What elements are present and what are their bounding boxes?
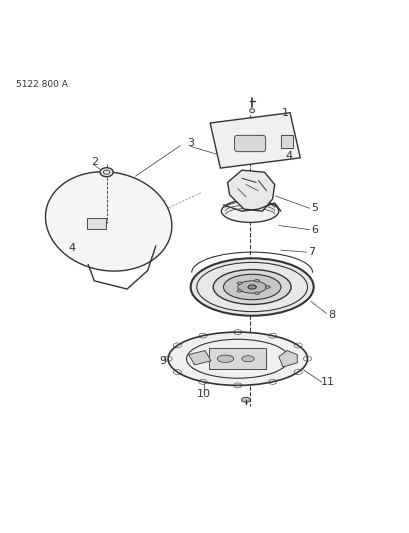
Ellipse shape bbox=[247, 285, 256, 289]
Text: 1: 1 bbox=[281, 108, 288, 118]
Ellipse shape bbox=[254, 292, 259, 294]
Text: 10: 10 bbox=[197, 390, 211, 399]
Ellipse shape bbox=[45, 172, 171, 271]
Ellipse shape bbox=[254, 279, 259, 282]
Ellipse shape bbox=[223, 274, 280, 300]
Polygon shape bbox=[227, 170, 274, 211]
Text: 5122 800 A: 5122 800 A bbox=[16, 80, 68, 89]
Ellipse shape bbox=[217, 355, 233, 362]
Text: 2: 2 bbox=[90, 157, 98, 167]
Polygon shape bbox=[209, 349, 266, 369]
Ellipse shape bbox=[221, 200, 278, 222]
Ellipse shape bbox=[265, 286, 270, 288]
Text: 3: 3 bbox=[187, 139, 194, 149]
Text: 11: 11 bbox=[320, 377, 334, 387]
Ellipse shape bbox=[236, 282, 241, 285]
Ellipse shape bbox=[100, 168, 113, 177]
Ellipse shape bbox=[168, 332, 307, 385]
Text: 9: 9 bbox=[159, 356, 166, 366]
Ellipse shape bbox=[237, 281, 266, 293]
Polygon shape bbox=[188, 351, 211, 365]
Text: 8: 8 bbox=[328, 310, 335, 320]
Text: 4: 4 bbox=[285, 151, 292, 161]
Ellipse shape bbox=[241, 356, 254, 362]
FancyBboxPatch shape bbox=[280, 135, 292, 148]
Text: 5: 5 bbox=[310, 203, 318, 213]
FancyBboxPatch shape bbox=[87, 217, 106, 229]
Polygon shape bbox=[278, 351, 297, 367]
Text: 7: 7 bbox=[307, 247, 315, 257]
Polygon shape bbox=[209, 113, 300, 168]
Ellipse shape bbox=[241, 397, 250, 402]
FancyBboxPatch shape bbox=[234, 135, 265, 152]
Text: 4: 4 bbox=[68, 243, 75, 253]
Text: 6: 6 bbox=[310, 224, 318, 235]
Ellipse shape bbox=[236, 289, 241, 292]
Ellipse shape bbox=[190, 259, 313, 316]
Ellipse shape bbox=[249, 109, 254, 113]
Ellipse shape bbox=[213, 270, 290, 304]
